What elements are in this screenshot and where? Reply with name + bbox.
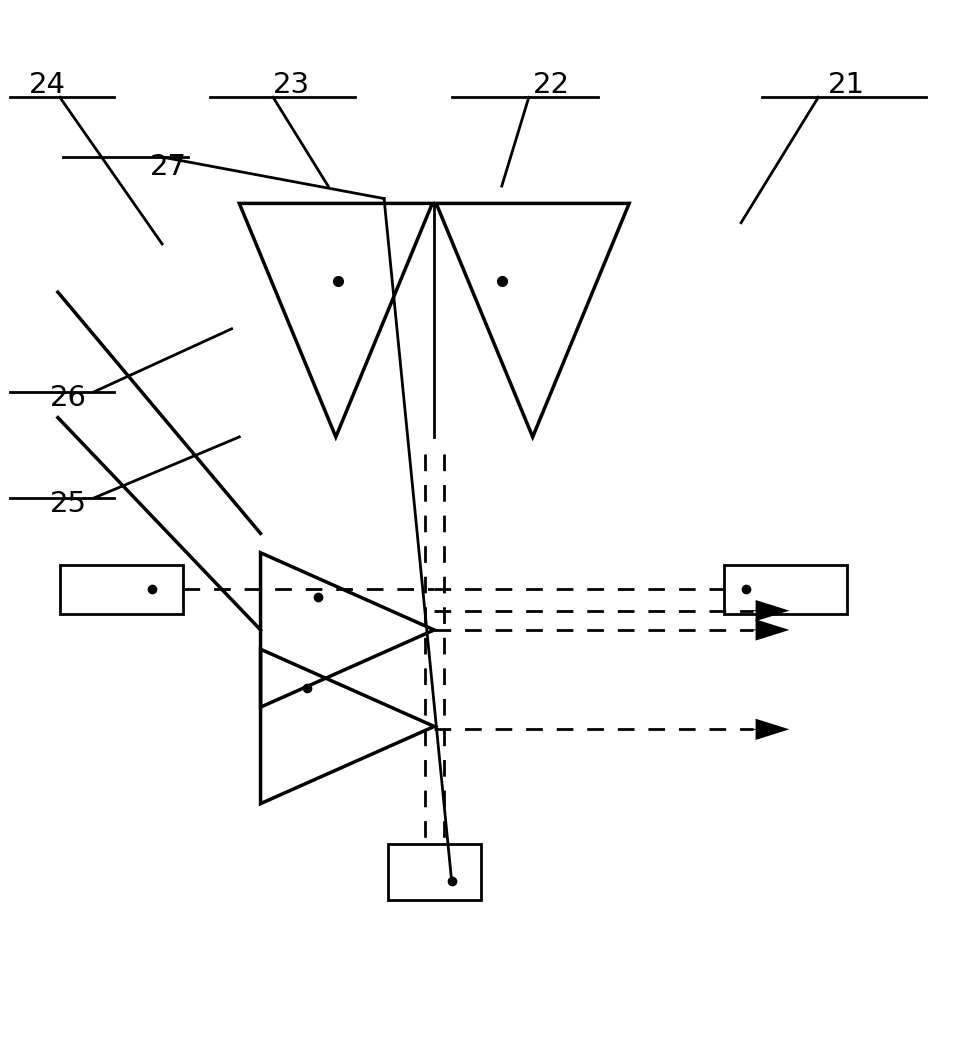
Text: 23: 23 [273, 71, 310, 99]
Text: 21: 21 [828, 71, 865, 99]
Text: 26: 26 [50, 385, 87, 412]
Text: 24: 24 [29, 71, 66, 99]
Bar [388, 844, 481, 900]
FancyArrow shape [753, 719, 789, 740]
Text: 25: 25 [50, 490, 87, 519]
FancyArrow shape [753, 620, 789, 641]
Bar [724, 566, 847, 613]
FancyArrow shape [753, 600, 789, 621]
Text: 22: 22 [533, 71, 569, 99]
Text: 27: 27 [150, 153, 186, 181]
Bar [60, 566, 183, 613]
